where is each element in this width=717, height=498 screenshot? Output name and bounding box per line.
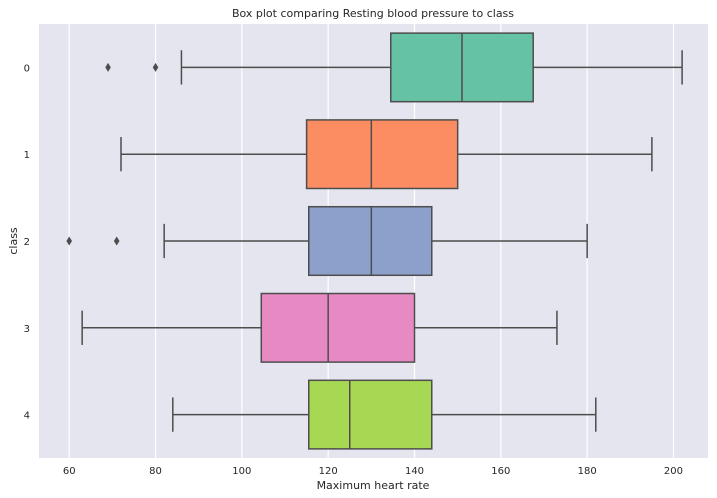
outlier-point xyxy=(152,62,159,72)
x-tick-200: 200 xyxy=(664,466,683,477)
x-tick-160: 160 xyxy=(491,466,510,477)
x-tick-100: 100 xyxy=(232,466,251,477)
y-tick-4: 4 xyxy=(24,411,30,422)
boxes-layer xyxy=(66,32,683,450)
outlier-point xyxy=(66,236,73,246)
box-class-2 xyxy=(66,205,588,277)
box-class-3 xyxy=(81,292,558,363)
x-tick-80: 80 xyxy=(149,466,162,477)
iqr-box xyxy=(308,379,433,450)
y-axis-label: class xyxy=(7,227,20,255)
outlier-point xyxy=(113,236,120,246)
iqr-box xyxy=(308,205,433,277)
box-class-4 xyxy=(172,379,597,450)
y-tick-3: 3 xyxy=(24,324,30,335)
y-tick-1: 1 xyxy=(24,150,30,161)
x-tick-180: 180 xyxy=(578,466,597,477)
x-tick-120: 120 xyxy=(319,466,338,477)
y-tick-0: 0 xyxy=(24,63,30,74)
chart-title: Box plot comparing Resting blood pressur… xyxy=(232,7,514,20)
x-tick-labels: 60 80 100 120 140 160 180 200 xyxy=(63,466,683,477)
iqr-box xyxy=(305,119,459,190)
x-tick-60: 60 xyxy=(63,466,76,477)
x-tick-140: 140 xyxy=(405,466,424,477)
y-tick-labels: 0 1 2 3 4 xyxy=(24,63,30,421)
outlier-point xyxy=(105,62,111,72)
x-axis-label: Maximum heart rate xyxy=(317,479,430,492)
box-class-1 xyxy=(120,119,653,190)
iqr-box xyxy=(260,292,416,363)
box-class-0 xyxy=(105,32,683,103)
y-tick-2: 2 xyxy=(24,237,30,248)
